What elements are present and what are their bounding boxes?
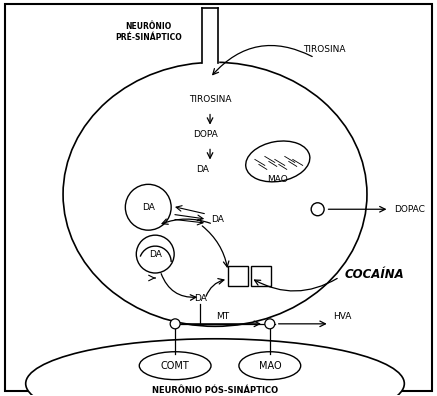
Ellipse shape bbox=[26, 339, 404, 396]
Text: DA: DA bbox=[142, 203, 155, 212]
Bar bbox=[251, 266, 271, 286]
Polygon shape bbox=[202, 8, 218, 63]
Ellipse shape bbox=[239, 352, 301, 380]
Text: MAO: MAO bbox=[267, 175, 288, 184]
Text: TIROSINA: TIROSINA bbox=[303, 45, 346, 54]
Text: DOPAC: DOPAC bbox=[394, 205, 425, 214]
Text: DA: DA bbox=[149, 249, 162, 259]
Bar bbox=[228, 266, 248, 286]
Circle shape bbox=[170, 319, 180, 329]
Ellipse shape bbox=[139, 352, 211, 380]
Text: NEURÔNIO PÓS-SINÁPTICO: NEURÔNIO PÓS-SINÁPTICO bbox=[152, 386, 278, 395]
Text: DA: DA bbox=[194, 294, 207, 303]
Text: DA: DA bbox=[212, 215, 225, 224]
Circle shape bbox=[125, 184, 171, 230]
Text: MAO: MAO bbox=[259, 361, 281, 371]
Ellipse shape bbox=[63, 62, 367, 326]
Text: COMT: COMT bbox=[161, 361, 190, 371]
Circle shape bbox=[265, 319, 275, 329]
Text: HVA: HVA bbox=[333, 312, 352, 322]
Text: MT: MT bbox=[216, 312, 229, 322]
Text: NEURÔNIO
PRÉ-SINÁPTICO: NEURÔNIO PRÉ-SINÁPTICO bbox=[115, 22, 182, 42]
Text: COCAÍNA: COCAÍNA bbox=[344, 268, 404, 280]
Ellipse shape bbox=[246, 141, 310, 182]
Text: DA: DA bbox=[197, 165, 209, 174]
Text: TIROSINA: TIROSINA bbox=[189, 95, 231, 104]
Text: DOPA: DOPA bbox=[193, 130, 218, 139]
Circle shape bbox=[136, 235, 174, 273]
Circle shape bbox=[311, 203, 324, 216]
